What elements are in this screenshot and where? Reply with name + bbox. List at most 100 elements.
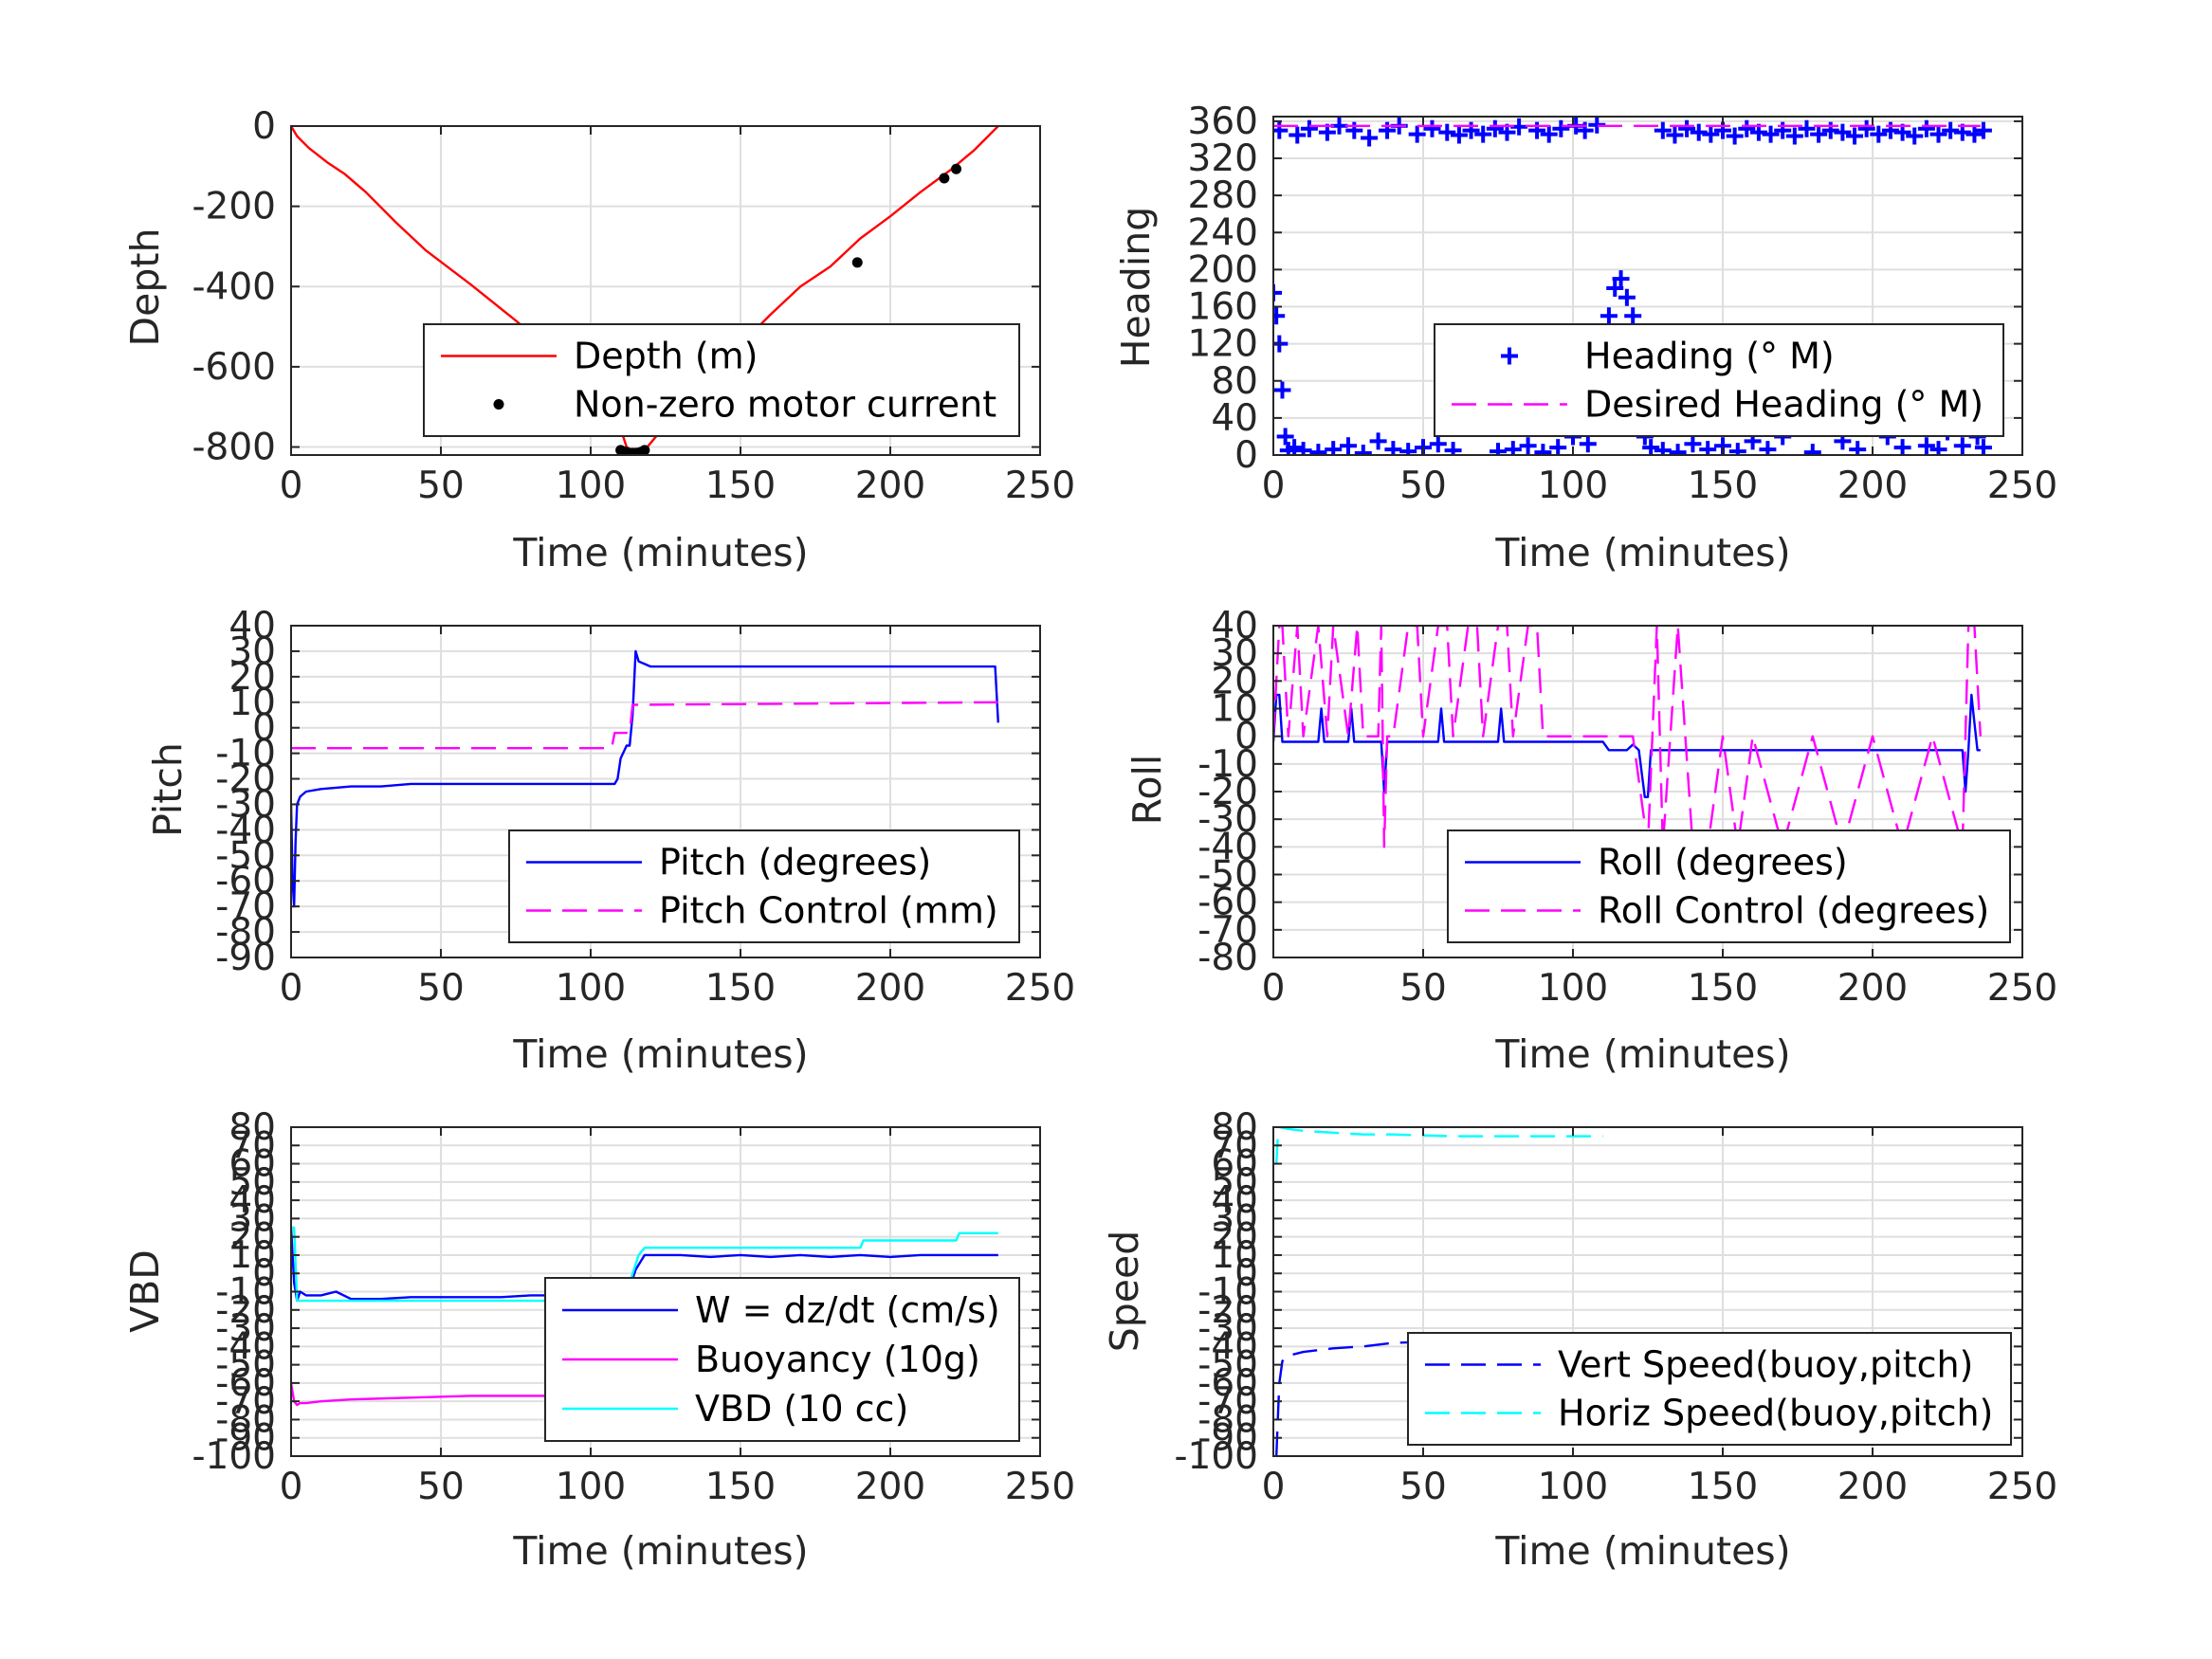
y-tick-label: 0 <box>1234 434 1258 477</box>
y-tick-label: 80 <box>1211 360 1258 403</box>
data-point <box>1642 439 1660 455</box>
data-point <box>1325 441 1343 455</box>
panel-depth: Time (minutes) Depth <box>122 228 809 575</box>
y-tick-label: -90 <box>215 1417 276 1460</box>
chart-speed: 0 50 100 150 200 25080706050403020100-10-20-3… <box>1174 1106 2057 1508</box>
y-tick-label: -60 <box>1197 882 1258 924</box>
y-tick-label: 40 <box>229 605 276 647</box>
series-line <box>1273 693 1981 798</box>
legend-marker <box>1501 347 1518 365</box>
data-point <box>1870 125 1888 143</box>
y-tick-label: -10 <box>215 733 276 775</box>
legend: W = dz/dt (cm/s) Buoyancy (10g) VBD (10 cc… <box>544 1277 1020 1442</box>
data-point <box>1857 119 1875 137</box>
data-point <box>1906 127 1924 145</box>
x-tick-label: 0 <box>280 465 303 507</box>
y-tick-label: -70 <box>215 1380 276 1423</box>
y-tick-label: -60 <box>1197 1362 1258 1405</box>
data-point <box>1408 125 1426 143</box>
data-point <box>1384 441 1402 455</box>
data-point <box>851 257 863 268</box>
data-point <box>1450 126 1468 144</box>
y-tick-label: -800 <box>192 427 276 469</box>
y-tick-label: 30 <box>1211 632 1258 675</box>
series-group <box>1273 626 1982 848</box>
y-axis-label: Depth <box>122 228 168 347</box>
legend-box <box>423 323 1020 437</box>
data-point <box>1917 437 1935 455</box>
x-tick-label: 250 <box>1005 1466 1075 1508</box>
legend-label: Desired Heading (° M) <box>1584 384 1983 426</box>
x-tick-label: 250 <box>1987 967 2057 1010</box>
panel-pitch: Time (minutes) Pitch <box>145 742 809 1077</box>
y-tick-label: 10 <box>229 1234 276 1277</box>
y-tick-label: 200 <box>1188 248 1258 291</box>
axes-box <box>290 625 1041 958</box>
legend-label: Vert Speed(buoy,pitch) <box>1558 1344 1973 1386</box>
y-tick-label: -90 <box>1197 1417 1258 1460</box>
y-tick-label: -40 <box>1197 826 1258 868</box>
data-point <box>1785 127 1803 145</box>
data-point <box>1369 432 1387 450</box>
y-tick-label: 70 <box>229 1124 276 1167</box>
y-tick-label: -600 <box>192 346 276 389</box>
data-point <box>1849 441 1867 455</box>
data-point <box>1953 437 1971 455</box>
y-tick-label: 40 <box>229 1179 276 1222</box>
data-point <box>1678 119 1696 137</box>
x-tick-label: 200 <box>855 465 925 507</box>
data-point <box>1300 119 1318 137</box>
chart-roll: 0 50 100 150 200 250403020100-10-20-30-40-50-… <box>1197 605 2057 1010</box>
y-tick-label: 10 <box>1211 1234 1258 1277</box>
y-tick-label: -50 <box>215 834 276 877</box>
y-tick-label: -50 <box>1197 1344 1258 1387</box>
y-tick-label: -90 <box>215 937 276 979</box>
legend-label: Depth (m) <box>574 336 759 377</box>
y-axis-label: Speed <box>1102 1231 1147 1353</box>
series-group <box>291 649 999 908</box>
y-tick-label: 80 <box>1211 1106 1258 1149</box>
y-tick-label: 10 <box>1211 688 1258 731</box>
data-point <box>1474 125 1492 143</box>
y-tick-label: -20 <box>215 758 276 801</box>
data-point <box>1798 119 1816 137</box>
x-tick-label: 200 <box>855 967 925 1010</box>
y-tick-label: -60 <box>215 1362 276 1405</box>
data-point <box>1654 442 1672 455</box>
y-tick-label: -100 <box>1174 1435 1258 1478</box>
chart-heading: 0 50 100 150 200 2500408012016020024028032036… <box>1188 100 2058 507</box>
data-point <box>1273 381 1291 399</box>
y-tick-label: 0 <box>252 1252 276 1295</box>
y-tick-label: -30 <box>215 783 276 826</box>
x-tick-label: 200 <box>1837 465 1908 507</box>
chart-pitch: 0 50 100 150 200 250403020100-10-20-30-40-50-… <box>215 605 1075 1010</box>
panel-speed: Time (minutes) Speed <box>1102 1231 1791 1574</box>
y-tick-label: -40 <box>215 1325 276 1368</box>
y-axis-label: Heading <box>1113 207 1159 369</box>
data-point <box>1726 127 1744 145</box>
y-tick-label: -20 <box>215 1289 276 1332</box>
y-tick-label: 30 <box>229 1197 276 1240</box>
legend-marker <box>493 399 504 410</box>
legend-box <box>1407 1332 2012 1446</box>
y-tick-label: 20 <box>1211 1216 1258 1259</box>
data-point <box>1579 435 1597 453</box>
x-tick-label: 250 <box>1005 967 1075 1010</box>
data-point <box>1340 437 1357 455</box>
y-tick-label: 0 <box>252 707 276 750</box>
data-point <box>1309 444 1327 455</box>
y-tick-label: -40 <box>215 809 276 851</box>
y-tick-label: -10 <box>1197 1271 1258 1314</box>
y-tick-label: 20 <box>229 1216 276 1259</box>
y-tick-label: 0 <box>1234 1252 1258 1295</box>
legend-label: Non-zero motor current <box>574 384 996 426</box>
data-point <box>1728 443 1746 455</box>
data-point <box>1624 307 1642 325</box>
data-point <box>1974 121 1992 139</box>
x-axis-label: Time (minutes) <box>512 530 808 575</box>
x-tick-label: 150 <box>1688 1466 1758 1508</box>
legend-label: VBD (10 cc) <box>695 1388 908 1430</box>
data-point <box>1606 279 1624 297</box>
y-tick-label: -20 <box>1197 1289 1258 1332</box>
legend-label: Pitch (degrees) <box>659 842 931 884</box>
